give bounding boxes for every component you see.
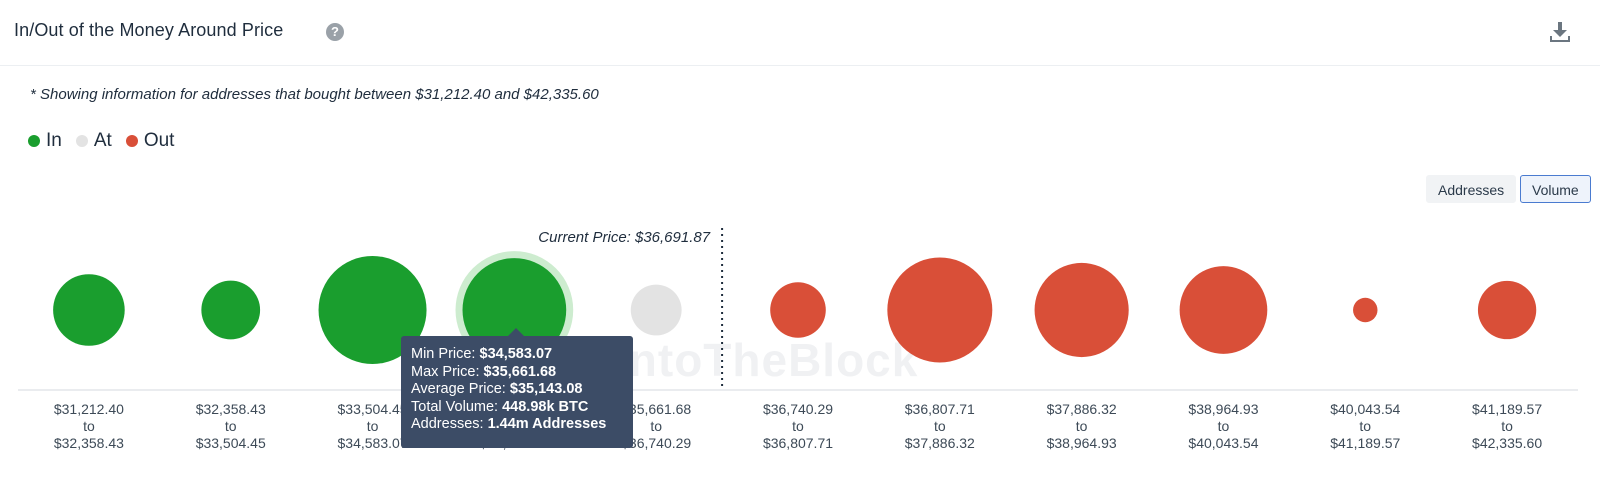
tooltip-max-value: $35,661.68 [483,363,557,380]
bubble-11[interactable] [1477,280,1537,340]
legend-dot-at [75,135,88,147]
tick-label-to-word: to [1359,418,1371,434]
download-icon[interactable] [1548,20,1572,44]
tooltip-vol-row: Total Volume: 448.98k BTC [411,399,623,417]
tooltip-addr-label: Addresses: [411,416,484,432]
tick-label-to: $33,504.45 [196,435,266,451]
legend-item-in[interactable]: In [28,130,62,152]
tick-label-to-word: to [225,418,237,434]
tick-label-to-word: to [367,418,379,434]
legend-dot-in [28,135,40,147]
tick-label-to: $36,807.71 [763,435,833,451]
tick-label-to-word: to [1218,418,1230,434]
tick-label-to: $32,358.43 [54,435,124,451]
tick-label-to-word: to [650,418,662,434]
tooltip-addr-row: Addresses: 1.44m Addresses [411,416,623,434]
legend-label-at: At [93,130,112,151]
tick-label-to: $34,583.07 [338,435,408,451]
tick-label-to: $38,964.93 [1047,435,1117,451]
tooltip-max-row: Max Price: $35,661.68 [411,364,623,382]
range-note: * Showing information for addresses that… [30,86,599,103]
legend-label-in: In [46,130,62,151]
bubble-2[interactable] [201,280,261,340]
tick-label-from: $36,740.29 [763,401,833,417]
legend-item-at[interactable]: At [75,130,112,152]
tooltip-arrow [508,328,524,336]
tick-label-to: $41,189.57 [1330,435,1400,451]
tick-label-to: $36,740.29 [621,435,691,451]
tick-label-from: $33,504.45 [338,401,408,417]
help-icon[interactable]: ? [326,23,344,41]
addresses-toggle-button[interactable]: Addresses [1426,175,1517,203]
tick-label-from: $35,661.68 [621,401,691,417]
legend-dot-out [125,135,138,147]
bubble-8[interactable] [1034,262,1129,358]
tooltip-min-label: Min Price: [411,346,476,362]
chart-header: In/Out of the Money Around Price ? [0,0,1600,66]
tick-label-from: $40,043.54 [1330,401,1400,417]
legend-item-out[interactable]: Out [125,130,175,152]
volume-toggle-button[interactable]: Volume [1520,175,1591,203]
current-price-label: Current Price: $36,691.87 [538,229,710,246]
tooltip-avg-value: $35,143.08 [509,381,583,397]
tooltip-avg-row: Average Price: $35,143.08 [411,381,623,399]
tick-label-from: $36,807.71 [905,401,975,417]
tick-label-from: $37,886.32 [1047,401,1117,417]
tick-label-to: $40,043.54 [1188,435,1258,451]
bubble-7[interactable] [887,257,993,363]
tick-label-to-word: to [1501,418,1513,434]
tooltip-min-value: $34,583.07 [479,346,553,362]
bubble-6[interactable] [770,282,826,338]
tooltip-avg-label: Average Price: [411,381,506,397]
tooltip-addr-value: 1.44m Addresses [487,416,607,432]
tick-label-to: $37,886.32 [905,435,975,451]
tooltip-vol-label: Total Volume: [411,398,499,415]
bubble-9[interactable] [1179,266,1268,354]
bubble-1[interactable] [53,274,125,346]
bubble-tooltip: Min Price: $34,583.07 Max Price: $35,661… [401,336,633,448]
tick-label-to-word: to [792,418,804,434]
tooltip-max-label: Max Price: [411,363,480,380]
tick-label-to-word: to [934,418,946,434]
watermark-logo: IntoTheBlock [615,334,919,386]
bubble-3[interactable] [318,256,427,364]
bubble-4[interactable] [462,258,567,362]
bubble-chart: Current Price: $36,691.87$31,212.40to$32… [18,228,1578,451]
tooltip-vol-value: 448.98k BTC [502,398,589,415]
tick-label-to: $42,335.60 [1472,435,1542,451]
tick-label-from: $31,212.40 [54,401,124,417]
bubble-5[interactable] [630,284,682,336]
tick-label-to-word: to [83,418,95,434]
legend: In At Out [28,130,174,152]
chart-title: In/Out of the Money Around Price [14,20,284,40]
tick-label-from: $38,964.93 [1188,401,1258,417]
legend-label-out: Out [143,130,175,151]
tick-label-to-word: to [1076,418,1088,434]
tooltip-min-row: Min Price: $34,583.07 [411,346,623,364]
tick-label-from: $32,358.43 [196,401,266,417]
bubble-10[interactable] [1353,297,1378,323]
tick-label-from: $41,189.57 [1472,401,1542,417]
